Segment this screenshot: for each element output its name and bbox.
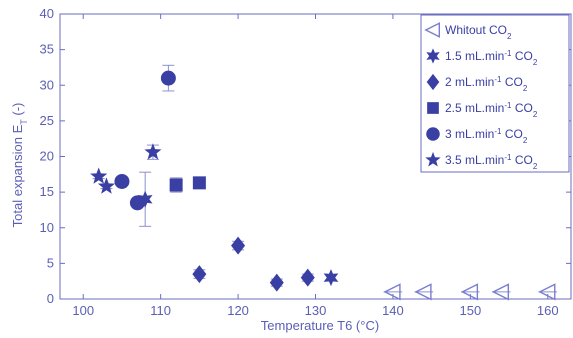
x-tick-label: 120	[227, 303, 249, 318]
series-group	[169, 176, 206, 193]
series-group	[90, 143, 162, 194]
legend-label: 3 mL.min-1 CO2	[445, 127, 528, 145]
legend-label: Whitout CO2	[445, 23, 512, 41]
legend-label: 1.5 mL.min-1 CO2	[445, 49, 538, 67]
y-axis-label-tail: (-)	[10, 103, 25, 120]
x-tick-label: 160	[537, 303, 559, 318]
legend-item: 3.5 mL.min-1 CO2	[425, 151, 538, 171]
legend-label-sup: -1	[504, 49, 512, 58]
diamond-marker	[231, 236, 246, 255]
legend-label-sup: -1	[504, 101, 512, 110]
legend-label-main: 1.5 mL.min	[445, 49, 504, 63]
legend-label-main: 2 mL.min	[445, 75, 494, 89]
legend-label: 2.5 mL.min-1 CO2	[445, 101, 538, 119]
y-tick-label: 5	[47, 255, 54, 270]
triangle-left-marker	[424, 22, 440, 38]
x-axis-ticks: 100 110 120 130 140 150 160	[72, 14, 559, 318]
circle-marker	[114, 173, 130, 189]
y-axis-label: Total expansion ET (-)	[10, 103, 29, 228]
star5-marker	[425, 151, 441, 167]
x-axis-label: Temperature T6 (°C)	[261, 318, 379, 333]
triangle-left-marker	[538, 283, 556, 301]
triangle-left-marker	[383, 283, 401, 301]
legend-item: 2 mL.min-1 CO2	[426, 73, 528, 93]
series-group	[192, 236, 315, 292]
circle-marker	[129, 195, 145, 211]
y-axis-label-main: Total expansion E	[10, 124, 25, 227]
legend-label-sub: 2	[533, 162, 538, 171]
legend-item: 1.5 mL.min-1 CO2	[426, 48, 538, 67]
legend-label-main: Whitout CO	[445, 23, 507, 37]
x-tick-label: 100	[72, 303, 94, 318]
diamond-marker	[426, 73, 440, 91]
square-marker	[192, 176, 206, 190]
data-marks	[90, 64, 558, 301]
square-marker	[169, 178, 183, 192]
legend-label-sup: -1	[494, 127, 502, 136]
series-group	[383, 283, 558, 301]
legend-item: Whitout CO2	[424, 22, 512, 41]
star6-marker	[426, 48, 440, 64]
star5-marker	[90, 167, 108, 184]
legend-item: 3 mL.min-1 CO2	[426, 127, 528, 145]
legend-label-tail: CO	[511, 49, 532, 63]
series-group	[137, 171, 339, 287]
triangle-left-marker	[460, 283, 479, 301]
legend-label-tail: CO	[501, 75, 522, 89]
x-tick-label: 130	[305, 303, 327, 318]
triangle-left-marker	[414, 283, 432, 301]
star6-marker	[137, 190, 153, 208]
legend-label-tail: CO	[511, 153, 532, 167]
x-tick-label: 140	[382, 303, 404, 318]
legend-label-sup: -1	[494, 75, 502, 84]
x-tick-label: 150	[459, 303, 481, 318]
star6-marker	[323, 269, 339, 287]
series-group	[114, 64, 176, 211]
diamond-marker	[300, 268, 315, 287]
y-axis-label-sub: T	[19, 119, 29, 125]
y-axis-ticks: 0 5 10 15 20 25 30 35 40	[40, 6, 571, 306]
legend-item: 2.5 mL.min-1 CO2	[427, 101, 538, 119]
legend-label-main: 2.5 mL.min	[445, 101, 504, 115]
legend-label-tail: CO	[501, 127, 522, 141]
y-tick-label: 0	[47, 291, 54, 306]
legend-label-sub: 2	[533, 110, 538, 119]
legend-label: 3.5 mL.min-1 CO2	[445, 153, 538, 171]
legend-label-sup: -1	[504, 153, 512, 162]
triangle-left-marker	[491, 283, 510, 301]
y-tick-label: 10	[40, 220, 54, 235]
legend-label-sub: 2	[523, 136, 528, 145]
circle-marker	[426, 127, 440, 141]
y-tick-label: 15	[40, 184, 54, 199]
star5-marker	[97, 177, 116, 194]
legend-label: 2 mL.min-1 CO2	[445, 75, 528, 93]
square-marker	[427, 102, 439, 114]
legend-label-sub: 2	[533, 58, 538, 67]
legend-label-main: 3.5 mL.min	[445, 153, 504, 167]
legend-label-sub: 2	[507, 32, 512, 41]
x-tick-label: 110	[150, 303, 171, 318]
y-tick-label: 40	[40, 6, 54, 21]
y-tick-label: 25	[40, 113, 54, 128]
diamond-marker	[269, 273, 284, 292]
y-tick-label: 35	[40, 42, 54, 57]
legend-label-main: 3 mL.min	[445, 127, 494, 141]
y-tick-label: 20	[40, 149, 54, 164]
circle-marker	[160, 70, 176, 86]
star5-marker	[144, 143, 162, 160]
diamond-marker	[192, 265, 207, 284]
legend-label-sub: 2	[523, 84, 528, 93]
legend-box	[420, 14, 570, 173]
legend-label-tail: CO	[511, 101, 532, 115]
y-tick-label: 30	[40, 77, 54, 92]
